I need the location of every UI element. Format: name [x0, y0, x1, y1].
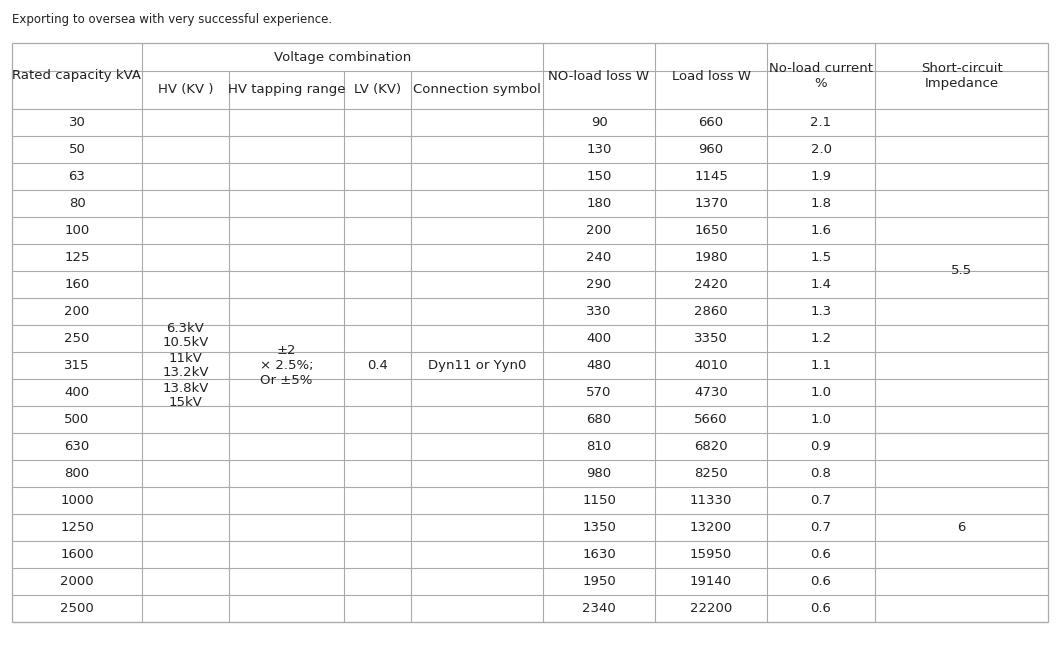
Text: 125: 125 [65, 251, 90, 264]
Text: 980: 980 [586, 467, 612, 480]
Text: 1600: 1600 [60, 548, 94, 561]
Text: ±2
× 2.5%;
Or ±5%: ±2 × 2.5%; Or ±5% [260, 344, 314, 387]
Text: 13200: 13200 [690, 521, 732, 534]
Text: 1950: 1950 [582, 575, 616, 588]
Text: LV (KV): LV (KV) [354, 83, 401, 96]
Text: 500: 500 [65, 413, 90, 426]
Text: 5.5: 5.5 [951, 264, 972, 277]
Text: 0.6: 0.6 [811, 602, 831, 615]
Text: 290: 290 [586, 278, 612, 291]
Text: 1.2: 1.2 [811, 332, 831, 345]
Text: 0.6: 0.6 [811, 548, 831, 561]
Text: 19140: 19140 [690, 575, 732, 588]
Text: 1145: 1145 [694, 170, 728, 183]
Text: 22200: 22200 [690, 602, 732, 615]
Text: 4010: 4010 [694, 359, 728, 372]
Text: 80: 80 [69, 197, 86, 210]
Text: HV tapping range: HV tapping range [228, 83, 346, 96]
Text: 6.3kV
10.5kV
11kV
13.2kV
13.8kV
15kV: 6.3kV 10.5kV 11kV 13.2kV 13.8kV 15kV [162, 322, 209, 409]
Text: Connection symbol: Connection symbol [413, 83, 541, 96]
Text: 8250: 8250 [694, 467, 728, 480]
Text: 240: 240 [586, 251, 612, 264]
Text: 2000: 2000 [60, 575, 94, 588]
Text: 160: 160 [65, 278, 90, 291]
Text: 200: 200 [586, 224, 612, 237]
Text: 0.9: 0.9 [811, 440, 831, 453]
Text: Exporting to oversea with very successful experience.: Exporting to oversea with very successfu… [12, 13, 332, 26]
Text: 1.0: 1.0 [811, 386, 831, 399]
Text: 180: 180 [586, 197, 612, 210]
Text: 0.7: 0.7 [811, 494, 831, 507]
Text: 1650: 1650 [694, 224, 728, 237]
Text: 0.6: 0.6 [811, 575, 831, 588]
Text: 0.8: 0.8 [811, 467, 831, 480]
Text: 1.4: 1.4 [811, 278, 831, 291]
Text: 2500: 2500 [60, 602, 94, 615]
Text: 100: 100 [65, 224, 90, 237]
Text: 1.1: 1.1 [811, 359, 831, 372]
Text: 630: 630 [65, 440, 90, 453]
Text: 960: 960 [699, 143, 724, 156]
Text: Rated capacity kVA: Rated capacity kVA [13, 70, 141, 83]
Text: 1.9: 1.9 [811, 170, 831, 183]
Text: 90: 90 [590, 116, 607, 129]
Text: 2340: 2340 [582, 602, 616, 615]
Text: 4730: 4730 [694, 386, 728, 399]
Text: 480: 480 [586, 359, 612, 372]
Text: 6: 6 [957, 521, 966, 534]
Text: 570: 570 [586, 386, 612, 399]
Text: 1.8: 1.8 [811, 197, 831, 210]
Text: 6820: 6820 [694, 440, 728, 453]
Text: NO-load loss W: NO-load loss W [548, 70, 650, 83]
Text: 2.1: 2.1 [811, 116, 831, 129]
Text: 11330: 11330 [690, 494, 732, 507]
Text: 63: 63 [69, 170, 86, 183]
Text: 2860: 2860 [694, 305, 728, 318]
Text: 1350: 1350 [582, 521, 616, 534]
Text: 50: 50 [69, 143, 86, 156]
Text: 1630: 1630 [582, 548, 616, 561]
Text: 1000: 1000 [60, 494, 94, 507]
Text: Dyn11 or Yyn0: Dyn11 or Yyn0 [428, 359, 526, 372]
Text: 680: 680 [586, 413, 612, 426]
Text: 1.3: 1.3 [811, 305, 831, 318]
Text: 1.0: 1.0 [811, 413, 831, 426]
Text: 2420: 2420 [694, 278, 728, 291]
Text: 1980: 1980 [694, 251, 728, 264]
Text: 1250: 1250 [60, 521, 94, 534]
Text: 5660: 5660 [694, 413, 728, 426]
Text: 150: 150 [586, 170, 612, 183]
Text: 660: 660 [699, 116, 724, 129]
Text: 400: 400 [65, 386, 89, 399]
Text: Short-circuit
Impedance: Short-circuit Impedance [921, 62, 1003, 90]
Text: No-load current
%: No-load current % [768, 62, 873, 90]
Text: 0.7: 0.7 [811, 521, 831, 534]
Text: 200: 200 [65, 305, 90, 318]
Text: 15950: 15950 [690, 548, 732, 561]
Text: 130: 130 [586, 143, 612, 156]
Text: HV (KV ): HV (KV ) [158, 83, 213, 96]
Text: 810: 810 [586, 440, 612, 453]
Text: 1150: 1150 [582, 494, 616, 507]
Text: 2.0: 2.0 [811, 143, 831, 156]
Text: 1.6: 1.6 [811, 224, 831, 237]
Text: 3350: 3350 [694, 332, 728, 345]
Text: 330: 330 [586, 305, 612, 318]
Text: 800: 800 [65, 467, 89, 480]
Text: 400: 400 [586, 332, 612, 345]
Text: 1.5: 1.5 [811, 251, 831, 264]
Text: Voltage combination: Voltage combination [273, 51, 411, 64]
Text: 250: 250 [65, 332, 90, 345]
Text: 315: 315 [65, 359, 90, 372]
Text: Load loss W: Load loss W [671, 70, 750, 83]
Text: 30: 30 [69, 116, 86, 129]
Text: 1370: 1370 [694, 197, 728, 210]
Text: 0.4: 0.4 [367, 359, 388, 372]
